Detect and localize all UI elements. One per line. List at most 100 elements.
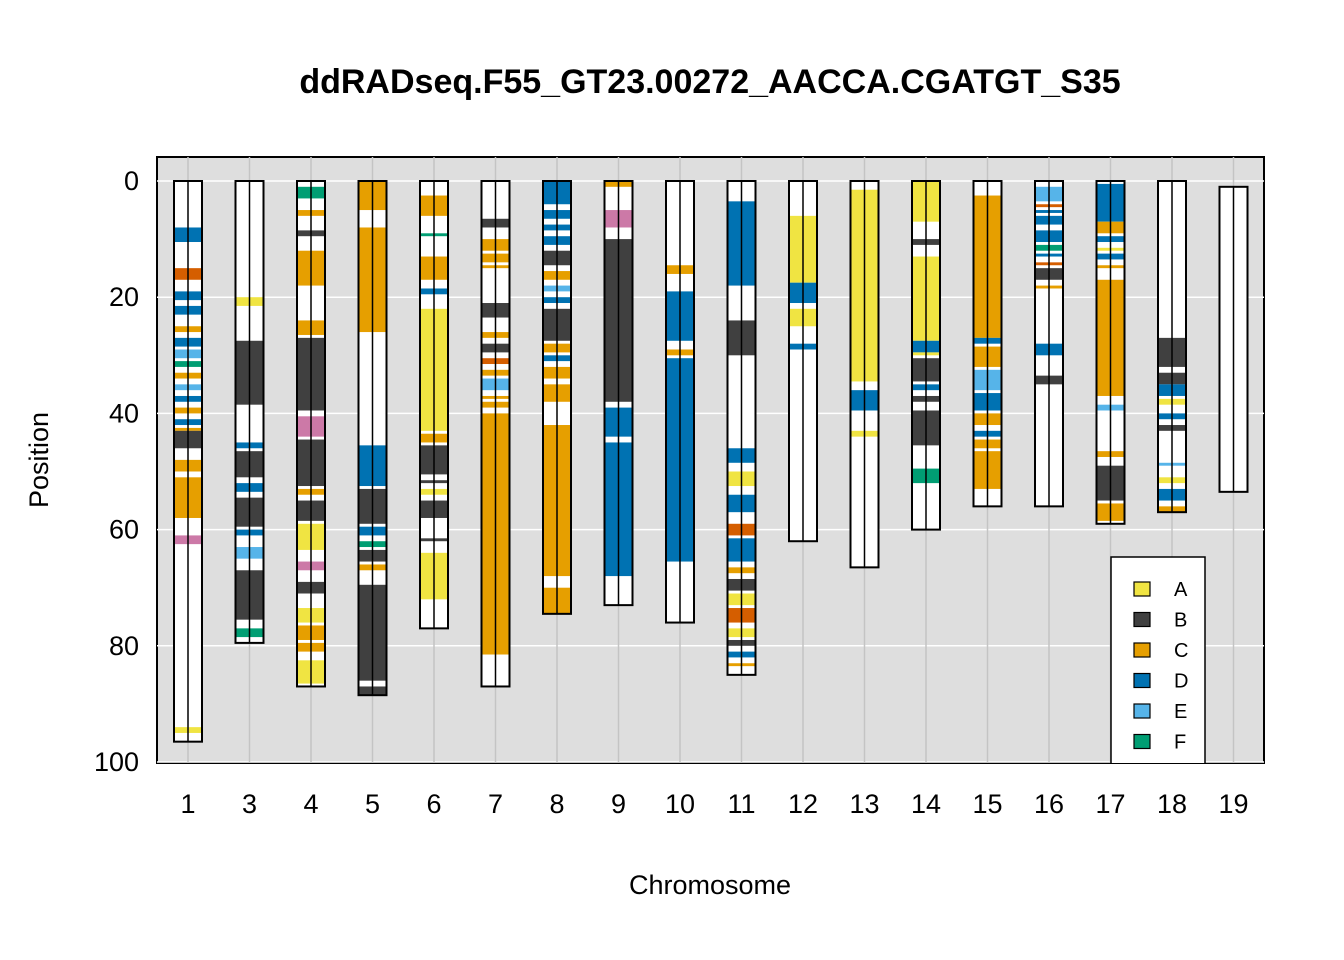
segment-c: [297, 210, 311, 216]
segment-b: [1049, 375, 1063, 385]
segment-e: [188, 349, 202, 359]
legend-swatch-b: [1133, 611, 1151, 628]
segment-h: [311, 561, 325, 571]
segment-c: [1158, 506, 1172, 513]
segment-h: [297, 416, 311, 437]
segment-c: [297, 642, 311, 652]
segment-e: [481, 378, 496, 391]
segment-b: [249, 497, 264, 527]
segment-g: [1035, 204, 1049, 208]
segment-a: [926, 352, 940, 356]
segment-d: [1035, 343, 1049, 356]
segment-g: [174, 268, 188, 280]
segment-b: [297, 230, 311, 237]
segment-c: [1096, 279, 1111, 396]
segment-d: [618, 407, 633, 437]
segment-d: [1158, 384, 1172, 396]
segment-c: [188, 372, 202, 379]
segment-c: [495, 413, 510, 655]
segment-c: [1110, 265, 1125, 269]
segment-c: [420, 433, 434, 443]
x-tick-label: 15: [972, 789, 1002, 819]
segment-c: [557, 384, 571, 402]
legend-swatch-g: [1134, 765, 1150, 779]
segment-d: [864, 390, 879, 411]
segment-c: [604, 181, 619, 187]
segment-f: [1035, 244, 1049, 251]
segment-b: [1049, 268, 1063, 280]
segment-a: [741, 628, 756, 638]
segment-d: [727, 448, 742, 463]
segment-c: [495, 401, 510, 408]
segment-e: [1158, 462, 1172, 466]
segment-d: [1035, 230, 1049, 243]
segment-b: [727, 320, 742, 356]
x-tick-label: 12: [788, 789, 818, 819]
chart-title: ddRADseq.F55_GT23.00272_AACCA.CGATGT_S35: [299, 63, 1120, 101]
segment-b: [311, 439, 325, 487]
segment-c: [372, 564, 387, 571]
segment-b: [926, 358, 940, 382]
segment-c: [495, 253, 510, 263]
segment-b: [727, 639, 742, 646]
segment-b: [912, 395, 926, 402]
segment-c: [297, 320, 311, 335]
segment-a: [727, 471, 742, 487]
segment-c: [174, 477, 188, 518]
segment-c: [311, 320, 325, 335]
segment-b: [1172, 425, 1186, 431]
segment-a: [434, 308, 448, 431]
segment-b: [557, 250, 571, 266]
segment-d: [434, 288, 448, 295]
segment-a: [926, 256, 940, 341]
segment-d: [1172, 488, 1186, 501]
segment-c: [1096, 503, 1111, 521]
segment-b: [420, 445, 434, 475]
segment-b: [420, 480, 434, 484]
x-tick-label: 19: [1218, 789, 1248, 819]
segment-d: [973, 430, 988, 437]
segment-c: [973, 195, 988, 338]
segment-a: [420, 552, 434, 600]
segment-d: [1158, 488, 1172, 501]
segment-c: [495, 239, 510, 251]
segment-e: [174, 349, 188, 359]
segment-b: [912, 239, 926, 245]
segment-g: [727, 608, 742, 623]
segment-c: [727, 567, 742, 574]
segment-c: [297, 250, 311, 286]
segment-b: [311, 337, 325, 411]
segment-b: [188, 430, 202, 449]
segment-c: [543, 425, 557, 577]
segment-c: [434, 195, 448, 216]
segment-d: [803, 282, 817, 304]
segment-e: [235, 547, 250, 559]
x-tick-label: 4: [303, 789, 318, 819]
segment-d: [249, 529, 264, 536]
segment-d: [1096, 236, 1111, 243]
segment-d: [174, 419, 188, 426]
segment-d: [557, 297, 571, 304]
segment-d: [1049, 230, 1063, 243]
segment-d: [926, 384, 940, 391]
segment-b: [1110, 465, 1125, 501]
x-axis-title: Chromosome: [629, 870, 791, 900]
segment-d: [666, 358, 680, 562]
segment-f: [358, 541, 373, 548]
segment-e: [987, 369, 1002, 391]
segment-b: [358, 686, 373, 696]
chromosome-3: [234, 180, 265, 644]
segment-b: [434, 500, 448, 518]
segment-b: [235, 570, 250, 620]
segment-g: [1035, 262, 1049, 266]
segment-b: [1172, 372, 1186, 385]
segment-d: [803, 343, 817, 350]
segment-b: [372, 488, 387, 524]
segment-b: [235, 451, 250, 478]
segment-b: [434, 445, 448, 475]
legend-swatch-h: [1134, 796, 1150, 810]
x-tick-label: 6: [426, 789, 441, 819]
chromosome-4: [296, 180, 326, 688]
chromosome-16: [1034, 180, 1064, 508]
segment-b: [727, 578, 742, 591]
